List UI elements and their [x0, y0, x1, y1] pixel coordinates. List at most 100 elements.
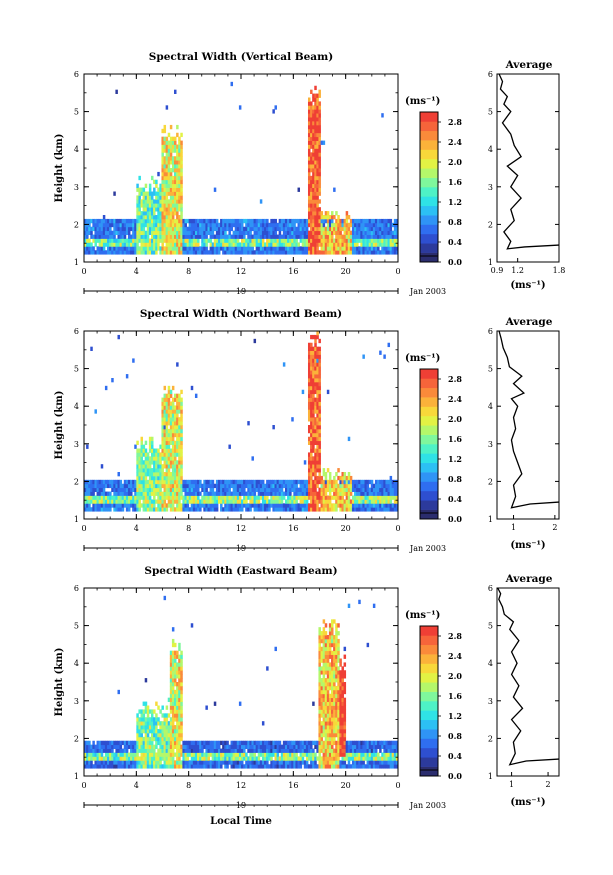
heatmap-cell: [280, 250, 284, 255]
heatmap-cell: [148, 250, 152, 255]
heatmap-cell: [102, 483, 106, 489]
heatmap-cell: [178, 140, 181, 145]
heatmap-cell: [354, 246, 357, 251]
heatmap-cell: [387, 491, 391, 496]
heatmap-cell: [310, 144, 313, 149]
heatmap-cell: [320, 250, 324, 255]
heatmap-cell: [226, 507, 229, 512]
heatmap-cell: [178, 436, 181, 442]
heatmap-cell: [167, 191, 171, 196]
heatmap-cell: [387, 483, 391, 489]
heatmap-cell: [316, 389, 319, 395]
day-label: 19: [236, 544, 246, 553]
heatmap-cell: [257, 230, 261, 235]
heatmap-cell: [150, 499, 154, 504]
heatmap-cell: [372, 250, 376, 255]
heatmap-cell: [318, 148, 321, 153]
heatmap-cell: [305, 740, 309, 746]
heatmap-cell: [90, 230, 93, 235]
heatmap-cell: [209, 234, 213, 239]
heatmap-cell: [261, 246, 265, 251]
heatmap-cell: [383, 222, 386, 228]
heatmap-cell: [385, 238, 388, 243]
colorbar-tick-label: 2.0: [448, 157, 462, 167]
heatmap-cell: [174, 674, 177, 679]
heatmap-cell: [312, 701, 315, 706]
heatmap-cell: [90, 346, 93, 351]
heatmap-cell: [194, 756, 198, 761]
heatmap-cell: [310, 381, 313, 387]
heatmap-cell: [144, 448, 148, 453]
heatmap-cell: [238, 226, 242, 232]
heatmap-cell: [167, 483, 171, 489]
heatmap-cell: [176, 242, 179, 247]
heatmap-cell: [307, 230, 311, 235]
heatmap-cell: [157, 472, 160, 477]
heatmap-cell: [345, 495, 349, 500]
heatmap-cell: [381, 507, 384, 512]
heatmap-cell: [241, 483, 244, 489]
heatmap-cell: [307, 105, 311, 110]
heatmap-cell: [201, 483, 204, 489]
heatmap-cell: [107, 740, 110, 746]
heatmap-cell: [255, 764, 259, 769]
heatmap-cell: [171, 507, 175, 512]
heatmap-cell: [351, 495, 355, 500]
heatmap-cell: [169, 709, 173, 714]
heatmap-cell: [362, 479, 365, 485]
heatmap-cell: [199, 483, 202, 489]
heatmap-cell: [228, 250, 231, 255]
heatmap-cell: [104, 752, 108, 757]
heatmap-cell: [178, 646, 181, 652]
heatmap-cell: [182, 242, 185, 247]
heatmap-cell: [169, 250, 173, 255]
heatmap-cell: [144, 732, 148, 738]
heatmap-cell: [314, 479, 317, 485]
heatmap-cell: [159, 736, 162, 742]
heatmap-cell: [299, 740, 303, 746]
heatmap-cell: [169, 460, 173, 465]
heatmap-cell: [138, 760, 141, 765]
heatmap-cell: [226, 760, 229, 765]
heatmap-cell: [318, 705, 321, 710]
heatmap-cell: [276, 764, 280, 769]
heatmap-cell: [243, 756, 246, 761]
heatmap-cell: [104, 495, 108, 500]
heatmap-cell: [213, 740, 217, 746]
heatmap-cell: [180, 211, 183, 216]
heatmap-cell: [157, 475, 160, 481]
heatmap-cell: [163, 595, 167, 601]
heatmap-cell: [337, 234, 340, 239]
heatmap-cell: [180, 725, 183, 730]
heatmap-cell: [312, 175, 315, 181]
heatmap-cell: [205, 242, 208, 247]
heatmap-cell: [159, 468, 162, 473]
colorbar-swatch: [420, 252, 438, 263]
heatmap-cell: [310, 370, 313, 375]
heatmap-cell: [184, 748, 187, 753]
heatmap-cell: [203, 479, 206, 485]
heatmap-cell: [159, 744, 162, 749]
heatmap-cell: [253, 338, 257, 344]
heatmap-cell: [197, 222, 200, 228]
heatmap-cell: [251, 503, 254, 508]
heatmap-cell: [176, 705, 179, 710]
heatmap-cell: [264, 226, 267, 232]
heatmap-cell: [291, 503, 294, 508]
heatmap-cell: [201, 740, 204, 746]
heatmap-cell: [215, 499, 219, 504]
heatmap-cell: [328, 487, 332, 492]
heatmap-cell: [209, 764, 213, 769]
heatmap-cell: [171, 662, 175, 667]
heatmap-cell: [153, 732, 156, 738]
heatmap-cell: [247, 230, 250, 235]
heatmap-cell: [144, 456, 148, 461]
heatmap-cell: [155, 760, 158, 765]
heatmap-cell: [190, 744, 194, 749]
heatmap-cell: [312, 128, 315, 134]
heatmap-cell: [161, 421, 164, 426]
heatmap-cell: [146, 218, 150, 224]
y-tick-label: 2: [74, 477, 79, 486]
heatmap-cell: [123, 740, 127, 746]
heatmap-cell: [324, 215, 328, 220]
